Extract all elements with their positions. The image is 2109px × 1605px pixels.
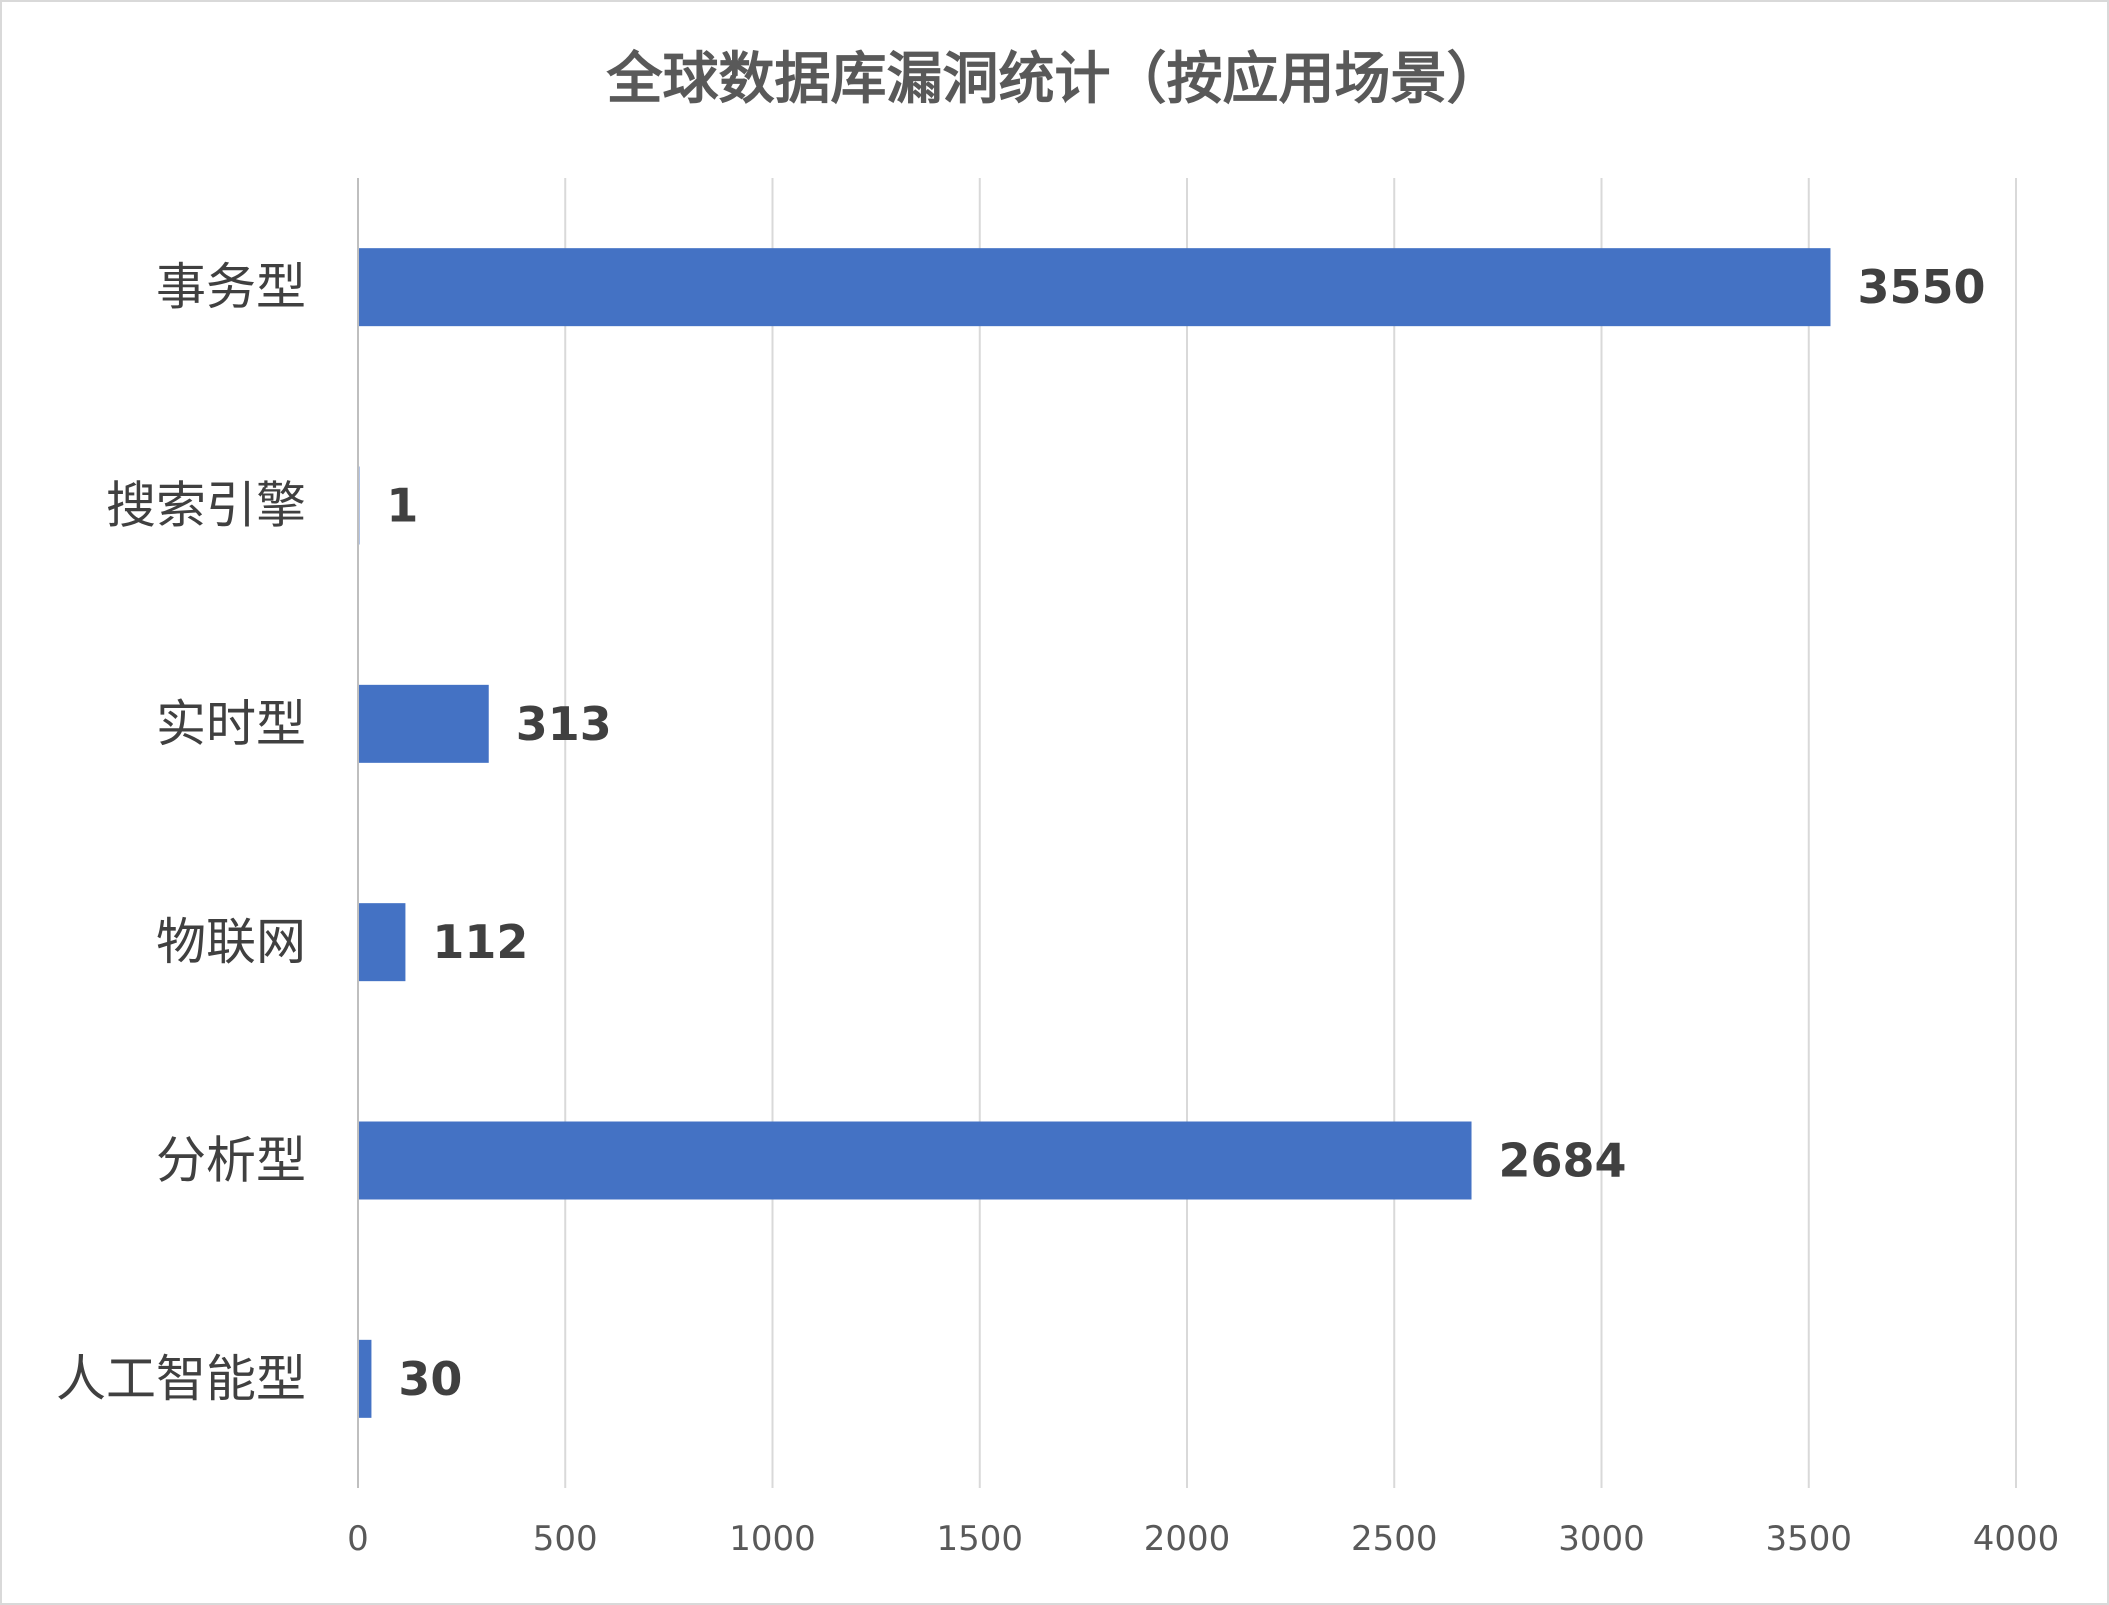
labels: 0 500 1000 1500 2000 2500 3000 3500 4000 事务型 3550 搜… (56, 258, 2059, 1559)
x-tick-label-0: 0 (347, 1519, 369, 1559)
x-tick-label-2000: 2000 (1144, 1519, 1231, 1559)
x-tick-label-1000: 1000 (729, 1519, 816, 1559)
category-label-4: 分析型 (156, 1132, 306, 1190)
x-tick-label-4000: 4000 (1973, 1519, 2060, 1559)
bar-2 (359, 684, 489, 763)
bars (359, 248, 1831, 1418)
bar-0 (359, 248, 1831, 327)
x-tick-label-3500: 3500 (1765, 1519, 1852, 1559)
bar-4 (359, 1121, 1472, 1200)
x-tick-label-2500: 2500 (1351, 1519, 1438, 1559)
data-label-4: 2684 (1499, 1134, 1627, 1188)
x-tick-label-1500: 1500 (936, 1519, 1023, 1559)
category-label-5: 人工智能型 (56, 1350, 306, 1408)
data-label-2: 313 (516, 697, 612, 751)
bar-3 (359, 903, 406, 982)
chart-title: 全球数据库漏洞统计（按应用场景） (606, 47, 1503, 112)
gridlines (357, 178, 2017, 1488)
category-label-3: 物联网 (156, 913, 306, 971)
data-label-1: 1 (386, 479, 418, 533)
bar-5 (359, 1339, 372, 1418)
x-tick-label-500: 500 (533, 1519, 598, 1559)
category-label-0: 事务型 (156, 258, 306, 316)
category-label-1: 搜索引擎 (106, 477, 306, 535)
data-label-3: 112 (432, 915, 528, 969)
x-tick-label-3000: 3000 (1558, 1519, 1645, 1559)
category-label-2: 实时型 (156, 695, 306, 753)
data-label-5: 30 (398, 1352, 462, 1406)
data-label-0: 3550 (1857, 260, 1985, 314)
